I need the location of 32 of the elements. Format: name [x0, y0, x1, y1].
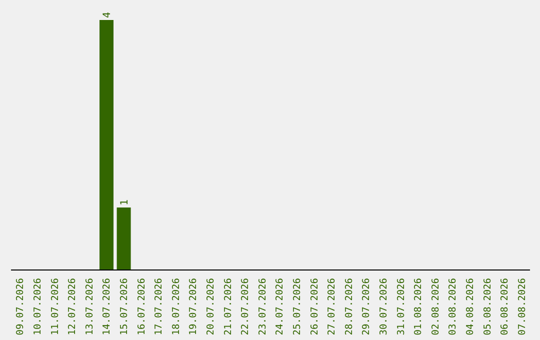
- x-tick-label: 29.07.2026: [361, 278, 372, 336]
- x-tick-label: 17.07.2026: [154, 278, 165, 336]
- x-tick-label: 22.07.2026: [240, 278, 252, 336]
- x-tick-label: 30.07.2026: [378, 278, 390, 336]
- x-tick-label: 07.08.2026: [516, 278, 528, 336]
- x-tick-label: 12.07.2026: [67, 278, 78, 336]
- x-tick-label: 21.07.2026: [222, 278, 234, 336]
- x-tick-label: 20.07.2026: [205, 278, 216, 336]
- x-tick-label: 16.07.2026: [136, 278, 148, 336]
- x-tick-label: 11.07.2026: [50, 278, 61, 336]
- x-tick-label: 06.08.2026: [500, 278, 511, 336]
- x-tick-label: 14.07.2026: [102, 278, 113, 336]
- x-tick-label: 27.07.2026: [326, 278, 338, 336]
- x-tick-label: 02.08.2026: [430, 278, 442, 336]
- x-tick-label: 03.08.2026: [448, 278, 459, 336]
- x-tick-label: 15.07.2026: [118, 278, 130, 336]
- data-label: 4: [102, 12, 113, 18]
- x-tick-label: 01.08.2026: [413, 278, 424, 336]
- x-tick-label: 04.08.2026: [464, 278, 476, 336]
- x-tick-label: 24.07.2026: [274, 278, 286, 336]
- x-tick-label: 19.07.2026: [188, 278, 200, 336]
- x-tick-label: 05.08.2026: [482, 278, 494, 336]
- x-tick-label: 23.07.2026: [257, 278, 268, 336]
- x-tick-label: 28.07.2026: [344, 278, 355, 336]
- x-tick-label: 13.07.2026: [84, 278, 96, 336]
- x-tick-label: 10.07.2026: [32, 278, 44, 336]
- x-tick-label: 25.07.2026: [292, 278, 303, 336]
- data-label: 1: [119, 199, 130, 206]
- x-tick-label: 26.07.2026: [309, 278, 320, 336]
- x-tick-label: 18.07.2026: [170, 278, 182, 336]
- x-tick-label: 31.07.2026: [396, 278, 407, 336]
- x-tick-label: 09.07.2026: [15, 278, 26, 336]
